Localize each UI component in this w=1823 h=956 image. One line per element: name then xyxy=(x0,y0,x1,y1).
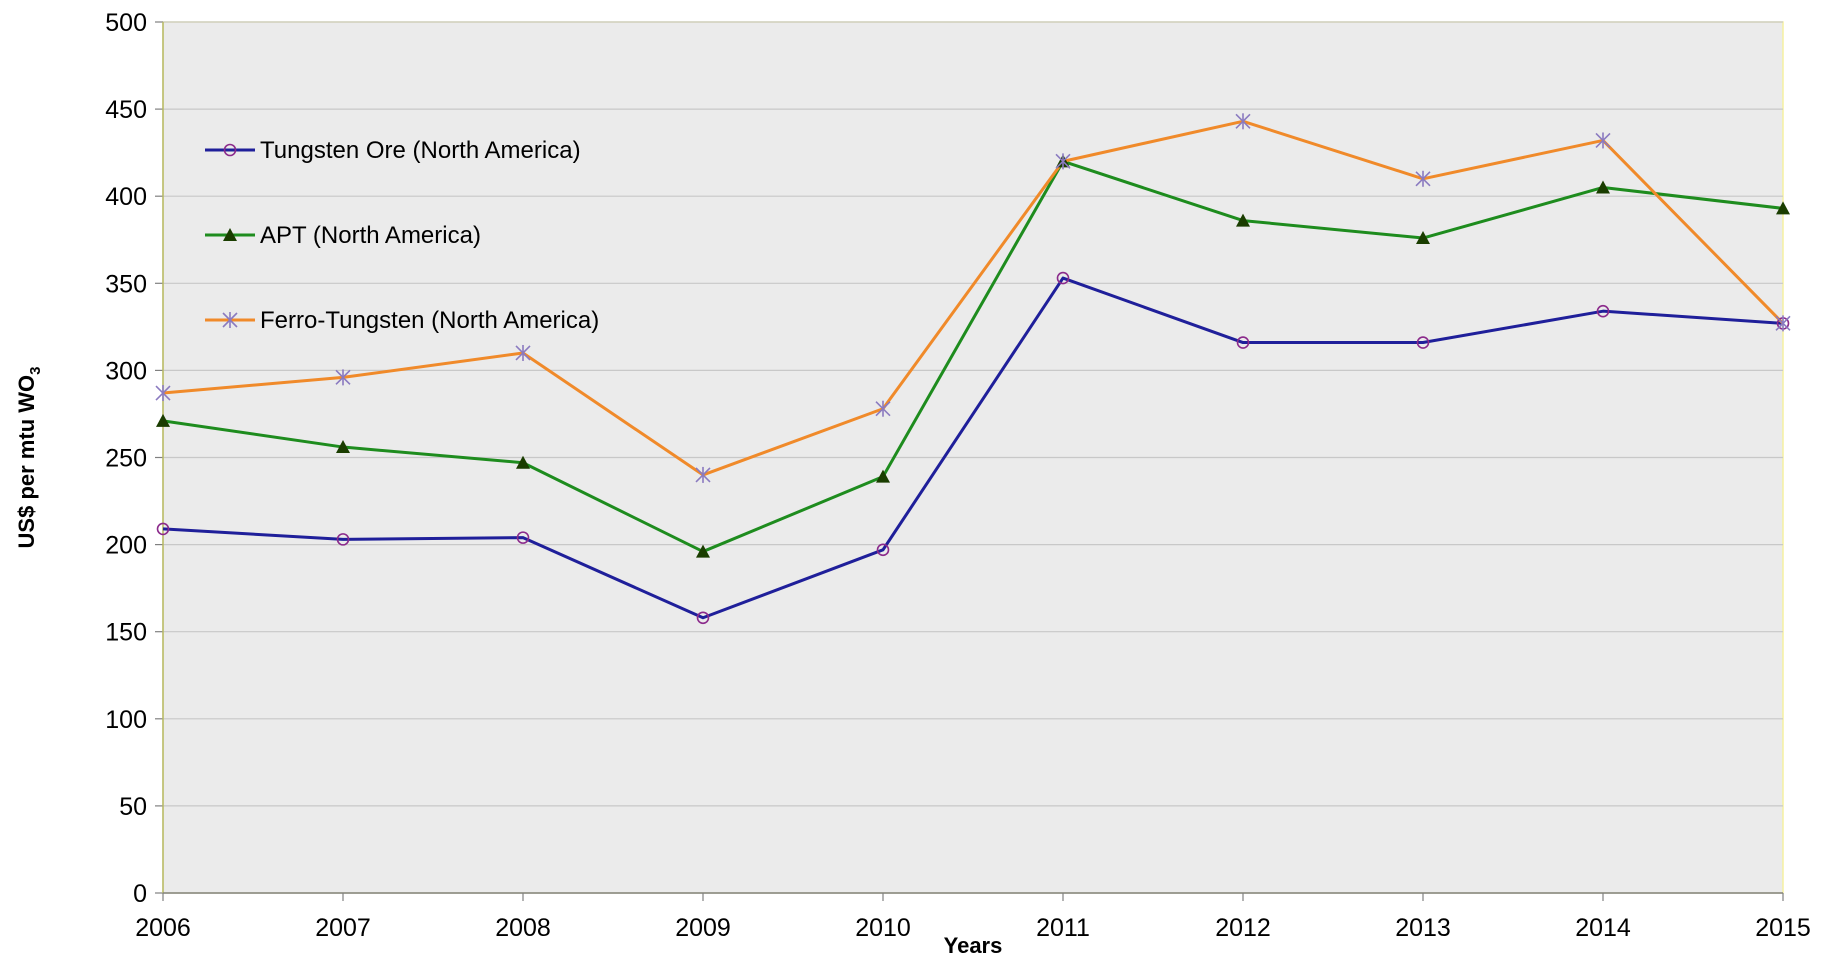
x-tick-label: 2011 xyxy=(1036,914,1090,942)
y-tick-label: 250 xyxy=(105,445,147,473)
y-tick-label: 200 xyxy=(105,532,147,560)
y-tick-label: 300 xyxy=(105,357,147,385)
legend-item-2: Ferro-Tungsten (North America) xyxy=(205,307,599,334)
x-tick-label: 2010 xyxy=(855,914,911,942)
legend-label: Tungsten Ore (North America) xyxy=(260,137,581,164)
legend-item-0: Tungsten Ore (North America) xyxy=(205,137,581,164)
y-tick-label: 450 xyxy=(105,96,147,124)
y-tick-labels: 0 50 100 150 200 250 300 350 400 450 500 xyxy=(105,9,147,908)
x-tick-label: 2006 xyxy=(135,914,191,942)
y-axis-title: US$ per mtu WO3 xyxy=(14,367,44,549)
x-tick-label: 2009 xyxy=(675,914,731,942)
y-axis-title-subscript: 3 xyxy=(27,367,44,375)
y-tick-label: 500 xyxy=(105,9,147,37)
x-tick-label: 2008 xyxy=(495,914,551,942)
y-tick-label: 100 xyxy=(105,706,147,734)
y-tick-label: 350 xyxy=(105,270,147,298)
y-tick-label: 0 xyxy=(133,880,147,908)
x-tick-label: 2013 xyxy=(1395,914,1451,942)
legend-label: Ferro-Tungsten (North America) xyxy=(260,307,599,334)
y-tick-label: 150 xyxy=(105,619,147,647)
x-tick-label: 2012 xyxy=(1215,914,1271,942)
x-tick-label: 2015 xyxy=(1755,914,1811,942)
y-axis-title-main: US$ per mtu WO xyxy=(14,375,39,549)
x-tick-label: 2007 xyxy=(315,914,371,942)
y-tick-label: 50 xyxy=(119,793,147,821)
y-tick-label: 400 xyxy=(105,183,147,211)
x-axis-title: Years xyxy=(944,933,1003,956)
legend-label: APT (North America) xyxy=(260,222,481,249)
x-tick-label: 2014 xyxy=(1575,914,1631,942)
